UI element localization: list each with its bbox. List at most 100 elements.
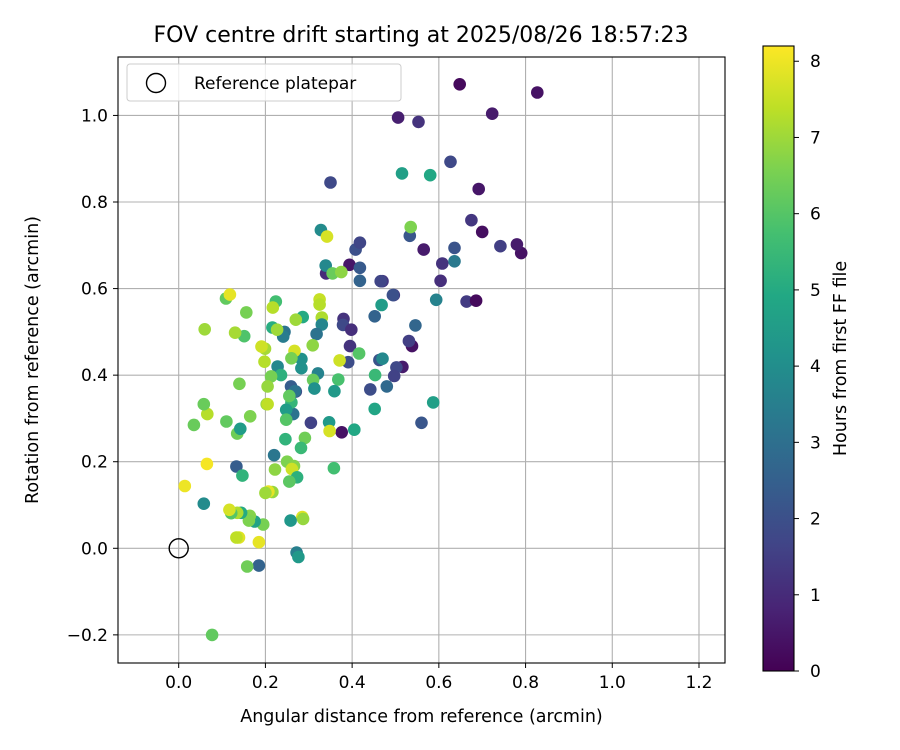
data-point bbox=[353, 261, 367, 275]
y-tick-label: −0.2 bbox=[67, 626, 108, 646]
data-point bbox=[205, 628, 219, 642]
colorbar-tick-label: 7 bbox=[810, 128, 821, 148]
data-point bbox=[376, 352, 389, 366]
colorbar-gradient bbox=[763, 46, 794, 671]
data-point bbox=[364, 383, 377, 396]
legend-reference-marker-icon bbox=[145, 72, 167, 94]
data-point bbox=[279, 413, 293, 427]
data-point bbox=[289, 313, 303, 327]
data-point bbox=[465, 213, 478, 227]
data-point bbox=[352, 347, 366, 360]
data-point bbox=[531, 86, 544, 99]
data-points bbox=[178, 78, 544, 642]
data-point bbox=[332, 373, 345, 386]
data-point bbox=[236, 469, 249, 482]
data-point bbox=[323, 424, 336, 438]
x-tick-label: 0.6 bbox=[425, 673, 452, 693]
data-point bbox=[284, 514, 297, 527]
data-point bbox=[404, 220, 418, 234]
colorbar-tick-label: 5 bbox=[810, 281, 821, 301]
colorbar-tick-label: 2 bbox=[810, 510, 821, 530]
colorbar-tick-label: 3 bbox=[810, 433, 821, 453]
colorbar-frame bbox=[762, 45, 795, 672]
data-point bbox=[343, 339, 357, 353]
x-tick-label: 0.0 bbox=[165, 673, 192, 693]
data-point bbox=[261, 380, 274, 393]
data-point bbox=[423, 168, 437, 182]
data-point bbox=[391, 111, 405, 124]
data-point bbox=[417, 243, 431, 256]
data-point bbox=[315, 318, 329, 331]
data-point bbox=[266, 301, 280, 314]
colorbar-ticks: 0 1 2 3 4 5 6 7 8 bbox=[794, 52, 821, 682]
data-point bbox=[261, 397, 274, 411]
data-point bbox=[279, 403, 293, 417]
data-point bbox=[429, 293, 443, 307]
data-point bbox=[296, 512, 310, 526]
data-point bbox=[320, 230, 334, 243]
data-point bbox=[335, 265, 348, 279]
chart-title: FOV centre drift starting at 2025/08/26 … bbox=[154, 23, 689, 48]
data-point bbox=[240, 306, 253, 319]
data-point bbox=[268, 463, 282, 476]
data-point bbox=[343, 258, 356, 272]
data-point bbox=[292, 550, 305, 564]
data-point bbox=[448, 254, 461, 268]
data-point bbox=[283, 389, 296, 403]
data-point bbox=[252, 559, 266, 572]
data-point bbox=[200, 457, 214, 471]
data-point bbox=[494, 239, 507, 253]
data-point bbox=[469, 294, 483, 308]
data-point bbox=[434, 274, 447, 288]
data-point bbox=[230, 531, 243, 544]
data-point bbox=[335, 426, 349, 439]
y-tick-label: 0.4 bbox=[81, 366, 108, 386]
data-point bbox=[240, 560, 254, 573]
colorbar-tick-label: 6 bbox=[810, 205, 821, 225]
x-tick-label: 0.2 bbox=[252, 673, 279, 693]
colorbar-tick-label: 0 bbox=[810, 662, 821, 682]
y-tick-label: 0.8 bbox=[81, 193, 108, 213]
data-point bbox=[353, 236, 367, 249]
data-point bbox=[295, 361, 308, 375]
data-point bbox=[368, 310, 382, 323]
data-point bbox=[375, 298, 388, 312]
data-point bbox=[267, 448, 281, 462]
data-point bbox=[453, 78, 467, 91]
data-point bbox=[223, 503, 236, 517]
legend: Reference platepar bbox=[126, 63, 402, 102]
data-point bbox=[230, 460, 243, 473]
data-point bbox=[259, 486, 272, 500]
data-point bbox=[402, 334, 416, 348]
colorbar: 0 1 2 3 4 5 6 7 8 Hours from first FF file bbox=[762, 45, 851, 682]
data-point bbox=[279, 432, 292, 446]
data-point bbox=[448, 241, 461, 255]
data-point bbox=[198, 323, 211, 336]
y-tick-label: 1.0 bbox=[81, 106, 108, 126]
data-point bbox=[426, 396, 440, 409]
data-point bbox=[327, 461, 341, 475]
data-point bbox=[242, 514, 256, 527]
data-point bbox=[178, 479, 192, 493]
data-point bbox=[328, 384, 341, 398]
data-point bbox=[409, 319, 422, 332]
plot-frame bbox=[117, 56, 726, 664]
colorbar-label: Hours from first FF file bbox=[831, 261, 851, 456]
data-point bbox=[304, 416, 318, 430]
colorbar-tick-label: 1 bbox=[810, 586, 821, 606]
data-point bbox=[264, 370, 278, 383]
data-point bbox=[197, 397, 211, 411]
x-tick-label: 1.0 bbox=[599, 673, 626, 693]
y-tick-label: 0.6 bbox=[81, 280, 108, 300]
data-point bbox=[444, 155, 457, 169]
data-point bbox=[243, 410, 257, 423]
data-point bbox=[368, 402, 382, 416]
data-point bbox=[187, 418, 201, 432]
data-point bbox=[234, 422, 247, 436]
y-axis-label: Rotation from reference (arcmin) bbox=[23, 216, 43, 504]
data-point bbox=[395, 167, 409, 180]
data-point bbox=[386, 288, 400, 302]
data-point bbox=[324, 176, 337, 189]
data-point bbox=[510, 238, 524, 251]
